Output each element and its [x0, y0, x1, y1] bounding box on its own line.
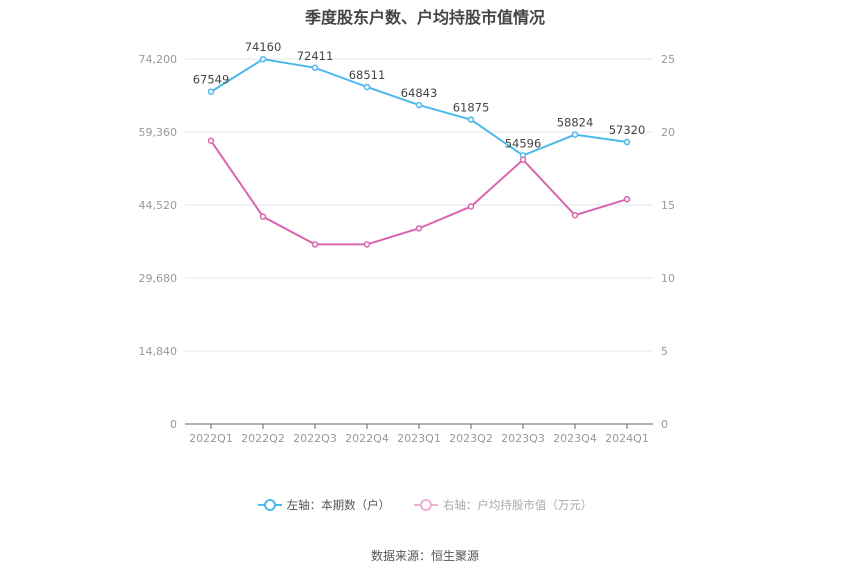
data-point[interactable] [207, 88, 215, 95]
left-axis-tick: 44,520 [139, 199, 178, 212]
left-axis-tick: 74,200 [139, 53, 178, 66]
data-point[interactable] [415, 225, 423, 232]
right-axis-tick: 0 [661, 418, 668, 431]
data-point[interactable] [311, 64, 319, 72]
data-point[interactable] [363, 241, 371, 248]
legend-blue-circle-icon [257, 499, 282, 511]
data-point[interactable] [571, 211, 579, 219]
data-source: 数据来源：恒生聚源 [370, 549, 479, 563]
x-axis-tick: 2022Q4 [345, 432, 389, 445]
data-point[interactable] [571, 131, 579, 138]
data-point[interactable] [363, 83, 371, 91]
legend-item-left-axis[interactable]: 左轴：本期数（户） [257, 497, 391, 513]
data-label: 54596 [505, 136, 542, 150]
data-point[interactable] [467, 116, 475, 123]
chart-plot: 0 0 14,840 5 29,680 10 44,520 15 59,360 20 74,200 2… [139, 40, 676, 445]
data-point[interactable] [415, 101, 423, 109]
x-axis-tick: 2023Q4 [553, 432, 597, 445]
right-axis-tick: 5 [661, 345, 668, 358]
left-axis-tick: 14,840 [139, 345, 178, 358]
right-axis-tick: 25 [661, 53, 675, 66]
x-axis-tick: 2023Q2 [449, 432, 493, 445]
data-point[interactable] [623, 138, 631, 146]
right-axis-tick: 20 [661, 126, 675, 139]
left-axis-tick: 59,360 [139, 126, 178, 139]
data-point[interactable] [259, 213, 267, 220]
data-point[interactable] [519, 156, 527, 163]
data-label: 61875 [453, 101, 490, 115]
x-axis-tick: 2022Q2 [241, 432, 285, 445]
x-axis-tick: 2023Q3 [501, 432, 545, 445]
data-point[interactable] [207, 137, 215, 145]
right-axis-tick: 10 [661, 272, 675, 285]
data-point[interactable] [467, 203, 475, 210]
data-label: 67549 [193, 73, 230, 87]
x-axis-tick: 2023Q1 [397, 432, 441, 445]
data-point[interactable] [311, 241, 319, 248]
data-label: 68511 [349, 68, 386, 82]
legend-item-right-axis[interactable]: 右轴：户均持股市值（万元） [413, 497, 593, 513]
legend-label-right: 右轴：户均持股市值（万元） [442, 498, 593, 512]
x-axis-tick: 2022Q1 [189, 432, 233, 445]
data-label: 72411 [297, 49, 334, 63]
legend-label-left: 左轴：本期数（户） [286, 498, 391, 512]
legend: 左轴：本期数（户） 右轴：户均持股市值（万元） [0, 497, 850, 514]
left-axis-tick: 0 [170, 418, 177, 431]
data-point[interactable] [259, 55, 267, 63]
x-axis-tick: 2024Q1 [605, 432, 649, 445]
data-point[interactable] [623, 195, 631, 203]
data-label: 58824 [557, 116, 594, 130]
right-axis-tick: 15 [661, 199, 675, 212]
legend-pink-circle-icon [413, 499, 438, 511]
data-label: 57320 [609, 123, 646, 137]
left-axis-tick: 29,680 [139, 272, 178, 285]
chart-title: 季度股东户数、户均持股市值情况 [304, 8, 545, 27]
data-label: 64843 [401, 86, 438, 100]
x-axis-tick: 2022Q3 [293, 432, 337, 445]
data-label: 74160 [245, 40, 282, 54]
